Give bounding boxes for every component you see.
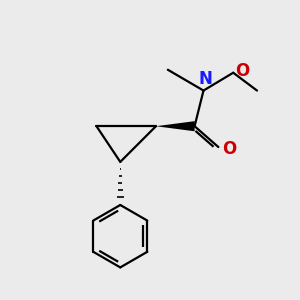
Text: N: N [198,70,212,88]
Polygon shape [156,121,195,131]
Text: O: O [222,140,236,158]
Text: O: O [235,62,249,80]
